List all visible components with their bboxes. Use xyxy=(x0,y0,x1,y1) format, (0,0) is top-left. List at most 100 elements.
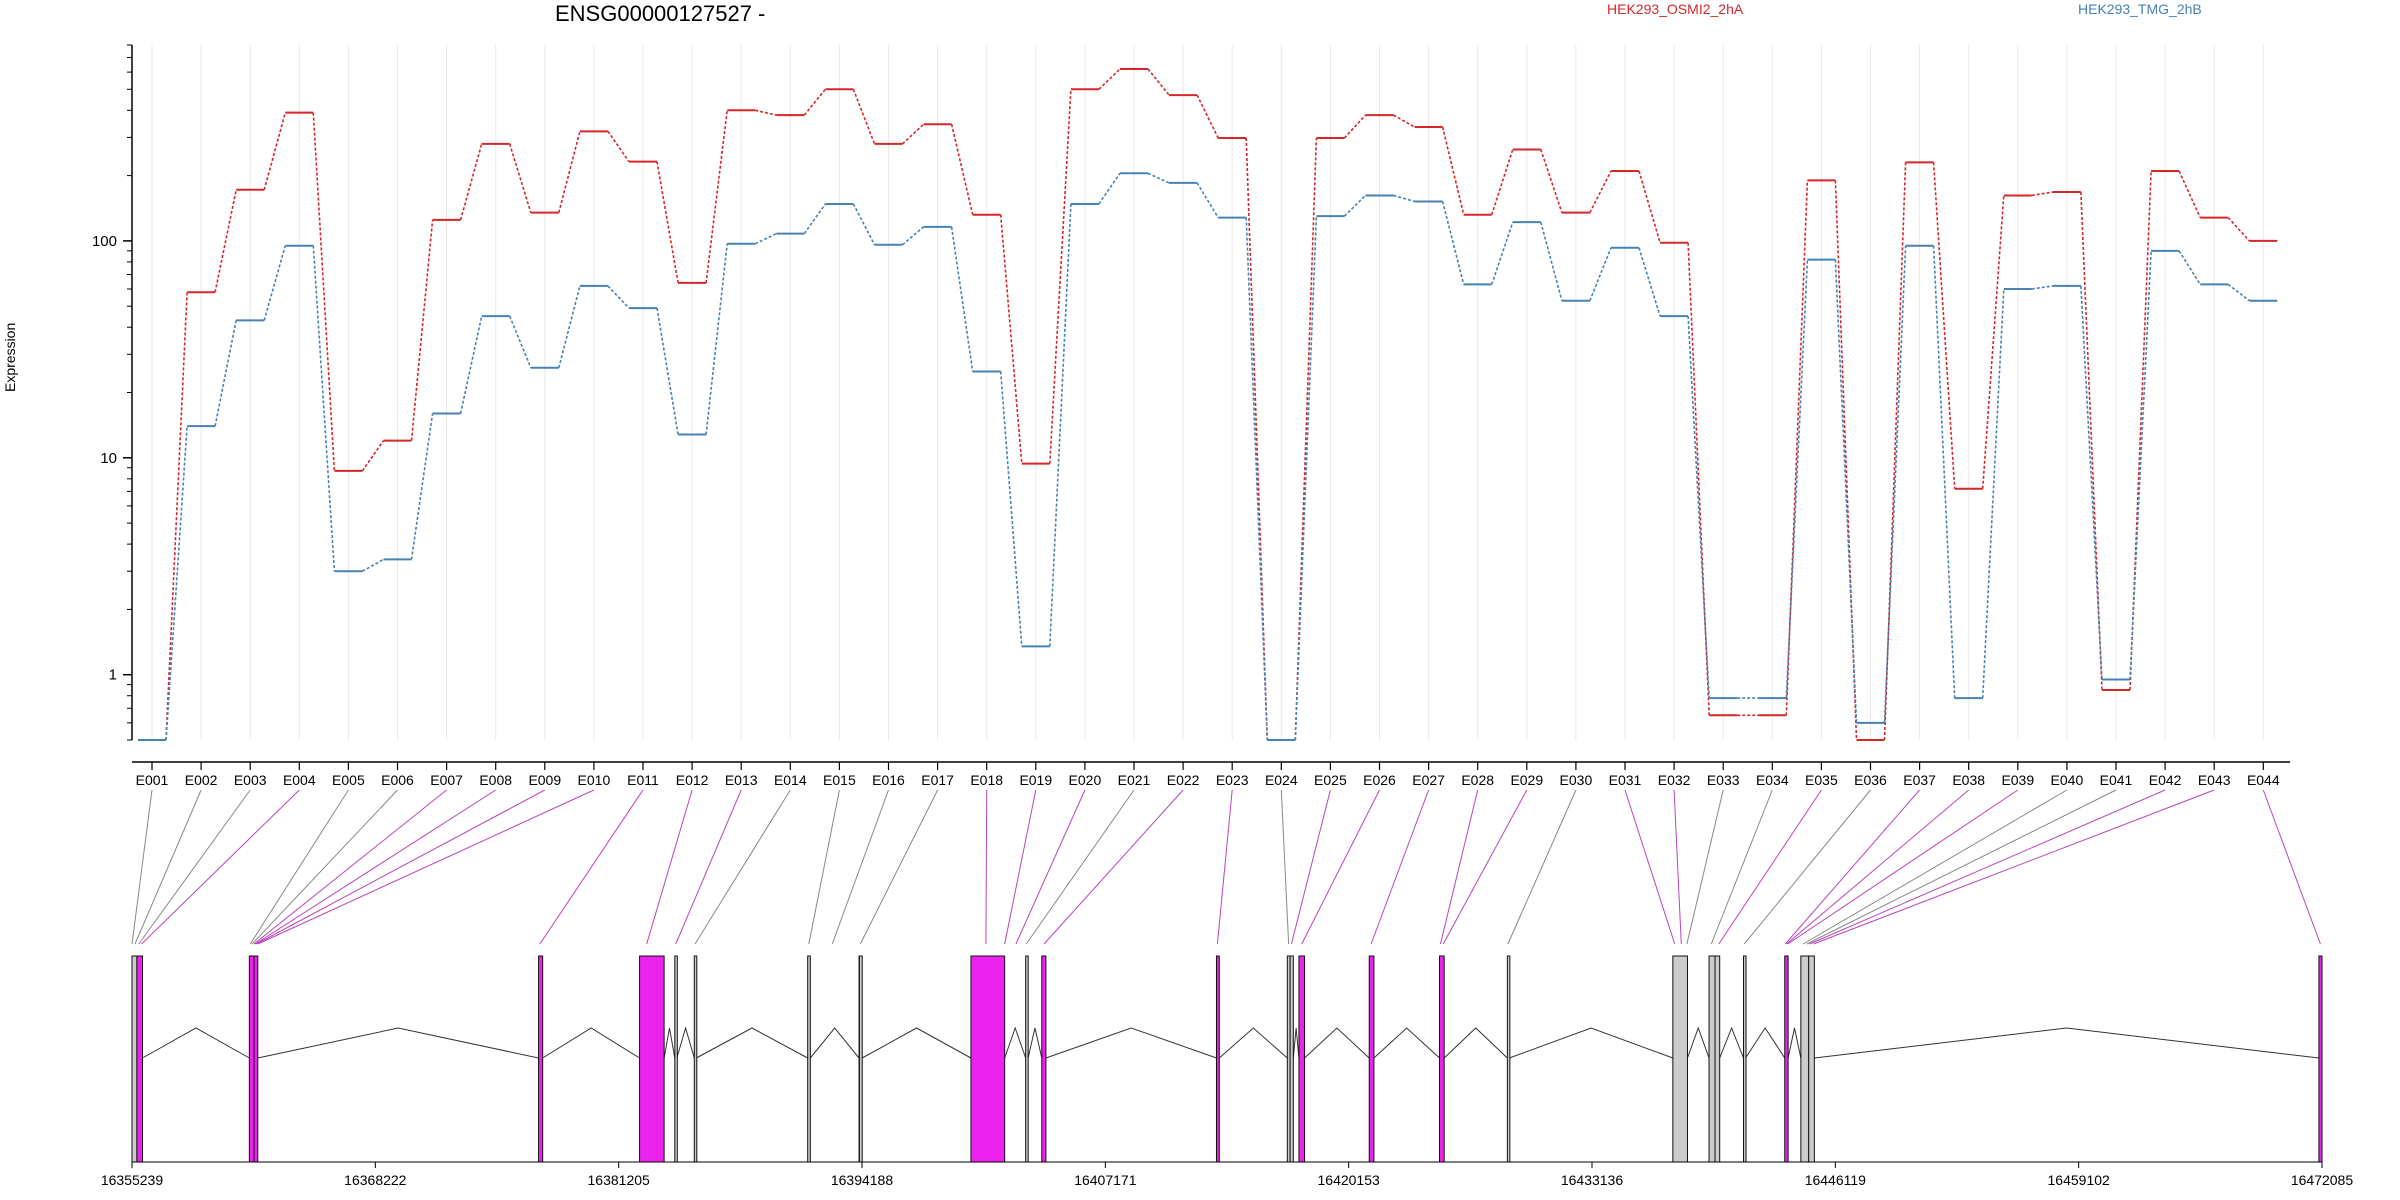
x-tick-label: E027 xyxy=(1412,772,1445,788)
exon-block xyxy=(693,955,698,1163)
series-connector xyxy=(1343,114,1367,139)
exon-block xyxy=(538,955,544,1163)
series-connector xyxy=(214,320,237,427)
series-connector xyxy=(999,214,1023,464)
exon-mapping-line xyxy=(1743,789,1871,945)
series-connector xyxy=(508,315,532,369)
series-connector xyxy=(362,558,384,572)
exon-block xyxy=(1784,955,1789,1163)
series-connector xyxy=(999,371,1023,647)
exon-block xyxy=(1368,955,1375,1163)
series-connector xyxy=(1343,194,1367,217)
x-tick-label: E008 xyxy=(479,772,512,788)
exon-mapping-line xyxy=(138,789,251,945)
series-connector xyxy=(2080,285,2103,680)
series-connector xyxy=(1638,247,1661,317)
exon-block xyxy=(1289,955,1294,1163)
series-connector xyxy=(1147,172,1170,184)
intron-line xyxy=(1027,1027,1043,1059)
series-connector xyxy=(1196,182,1219,219)
series-connector xyxy=(1049,203,1072,647)
x-tick-label: E029 xyxy=(1510,772,1543,788)
series-connector xyxy=(558,131,581,213)
series-connector xyxy=(1098,68,1121,90)
series-connector xyxy=(1441,201,1465,285)
x-tick-label: E023 xyxy=(1216,772,1249,788)
series-connector xyxy=(607,130,630,163)
x-tick-label: E043 xyxy=(2198,772,2231,788)
coord-tick-label: 16459102 xyxy=(2048,1172,2111,1188)
series-connector xyxy=(2227,217,2250,242)
exon-mapping-line xyxy=(1216,789,1233,945)
x-tick-label: E021 xyxy=(1118,772,1151,788)
intron-line xyxy=(1004,1026,1027,1059)
series-connector xyxy=(755,109,777,116)
series-connector xyxy=(1785,259,1809,699)
exon-mapping-line xyxy=(134,789,202,945)
exon-block xyxy=(1025,955,1029,1163)
x-tick-label: E017 xyxy=(921,772,954,788)
series-connector xyxy=(705,243,728,435)
exon-mapping-line xyxy=(251,789,398,945)
exon-block xyxy=(1506,955,1511,1163)
exon-mapping-line xyxy=(1787,789,2019,945)
exon-mapping-line xyxy=(1025,789,1135,945)
series-connector xyxy=(1294,216,1318,741)
series-connector xyxy=(656,161,679,284)
x-tick-label: E003 xyxy=(234,772,267,788)
x-tick-label: E014 xyxy=(774,772,807,788)
exon-block xyxy=(858,955,863,1163)
series-connector xyxy=(803,203,827,235)
series-connector xyxy=(1638,170,1661,244)
coord-tick-label: 16446119 xyxy=(1805,1172,1866,1188)
series-connector xyxy=(852,88,876,145)
series-2 xyxy=(138,172,2278,741)
exon-mapping-line xyxy=(1301,789,1380,945)
intron-line xyxy=(861,1027,972,1059)
series-connector xyxy=(1540,149,1563,213)
series-connector xyxy=(950,124,974,215)
series-connector xyxy=(901,226,925,246)
exon-mapping-line xyxy=(257,789,595,945)
series-connector xyxy=(1589,170,1612,213)
legend-entry-series-2: HEK293_TMG_2hB xyxy=(2078,1,2202,17)
exon-mapping-line xyxy=(1439,789,1479,945)
chart-title: ENSG00000127527 - xyxy=(555,1,766,26)
coord-tick-label: 16420153 xyxy=(1318,1172,1381,1188)
exon-mapping-line xyxy=(1370,789,1430,945)
series-connector xyxy=(508,143,532,213)
x-tick-label: E007 xyxy=(430,772,463,788)
x-tick-label: E042 xyxy=(2149,772,2182,788)
intron-line xyxy=(1045,1027,1217,1059)
x-tick-label: E002 xyxy=(185,772,218,788)
series-connector xyxy=(1883,245,1907,723)
series-connector xyxy=(1490,149,1514,215)
exon-block xyxy=(1672,955,1688,1163)
exon-mapping-line xyxy=(646,789,693,945)
x-tick-label: E035 xyxy=(1805,772,1838,788)
exon-mapping-line xyxy=(255,789,496,945)
x-tick-label: E044 xyxy=(2247,772,2280,788)
series-connector xyxy=(1147,68,1170,96)
y-tick-label: 100 xyxy=(92,233,117,250)
exon-mapping-line xyxy=(985,789,988,945)
x-tick-label: E036 xyxy=(1854,772,1887,788)
intron-line xyxy=(1373,1027,1440,1059)
exon-mapping-line xyxy=(675,789,742,945)
coord-tick-label: 16381205 xyxy=(588,1172,651,1188)
exon-block xyxy=(1439,955,1445,1163)
series-connector xyxy=(165,426,188,741)
x-tick-label: E039 xyxy=(2001,772,2034,788)
y-tick-label: 1 xyxy=(109,667,117,684)
exon-mapping-line xyxy=(1802,789,2068,945)
exon-mapping-line xyxy=(1786,789,1970,945)
series-connector xyxy=(1393,194,1415,203)
series-connector xyxy=(1098,172,1121,205)
series-connector xyxy=(1540,221,1563,301)
exon-block xyxy=(639,955,665,1163)
exon-mapping-line xyxy=(539,789,644,945)
series-connector xyxy=(1932,162,1956,489)
intron-line xyxy=(1814,1027,2319,1059)
exon-mapping-line xyxy=(694,789,791,945)
exon-mapping-line xyxy=(1280,789,1290,945)
